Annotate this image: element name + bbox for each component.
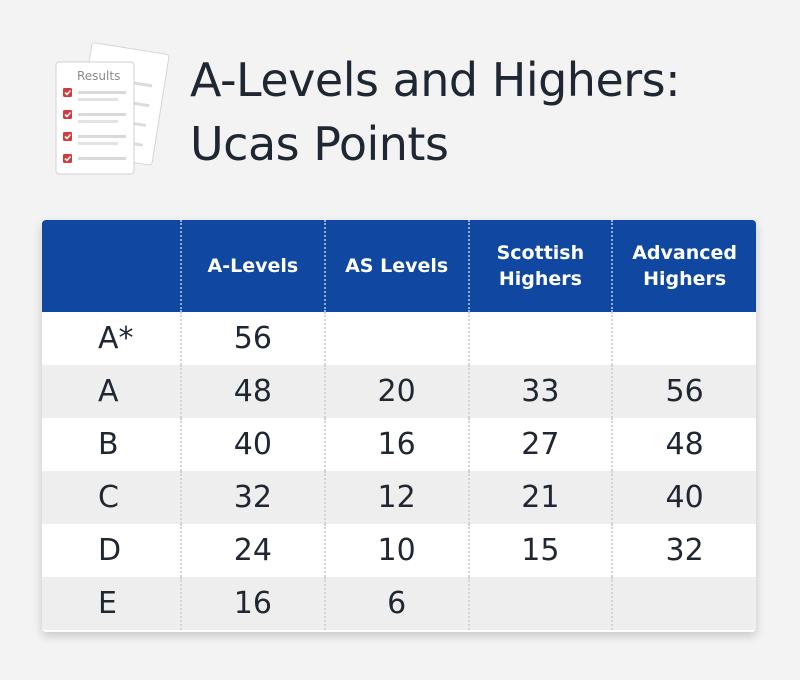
table-row: E 16 6 xyxy=(42,577,756,630)
as-levels-cell: 20 xyxy=(323,365,469,418)
points-table: A-Levels AS Levels Scottish Highers Adva… xyxy=(42,220,756,630)
table-row: A* 56 xyxy=(42,312,756,365)
a-levels-cell: 40 xyxy=(180,418,325,471)
advanced-highers-cell xyxy=(611,312,756,365)
page-header: Results A-Levels and Highers: Ucas Point… xyxy=(52,40,772,190)
table-row: A 48 20 33 56 xyxy=(42,365,756,418)
grade-cell: B xyxy=(98,427,119,462)
column-header-label: AS Levels xyxy=(345,255,449,277)
check-marks xyxy=(63,88,72,163)
grade-cell: E xyxy=(98,586,117,621)
as-levels-cell: 6 xyxy=(323,577,469,630)
column-header-label: Scottish xyxy=(496,242,585,264)
column-header-label: Highers xyxy=(643,268,727,290)
as-levels-cell: 10 xyxy=(323,524,469,577)
results-document-icon: Results xyxy=(55,42,170,175)
advanced-highers-cell: 40 xyxy=(611,471,756,524)
title-line-1: A-Levels and Highers: xyxy=(190,53,681,107)
column-header-label: Highers xyxy=(498,268,582,290)
page-title: A-Levels and Highers: Ucas Points xyxy=(190,48,681,176)
icon-results-label: Results xyxy=(77,69,120,83)
table-header: A-Levels AS Levels Scottish Highers Adva… xyxy=(42,220,756,312)
scottish-highers-cell: 27 xyxy=(467,418,613,471)
advanced-highers-cell: 48 xyxy=(611,418,756,471)
column-header-label: A-Levels xyxy=(207,255,299,277)
ucas-points-table: A-Levels AS Levels Scottish Highers Adva… xyxy=(42,220,756,632)
table-row: C 32 12 21 40 xyxy=(42,471,756,524)
a-levels-cell: 16 xyxy=(180,577,325,630)
column-header-scottish-highers: Scottish Highers xyxy=(467,220,613,312)
a-levels-cell: 48 xyxy=(180,365,325,418)
scottish-highers-cell: 33 xyxy=(467,365,613,418)
header-row: A-Levels AS Levels Scottish Highers Adva… xyxy=(42,220,756,312)
column-header-advanced-highers: Advanced Highers xyxy=(611,220,756,312)
a-levels-cell: 32 xyxy=(180,471,325,524)
title-line-2: Ucas Points xyxy=(190,117,449,171)
as-levels-cell: 16 xyxy=(323,418,469,471)
column-header-as-levels: AS Levels xyxy=(323,220,469,312)
advanced-highers-cell: 56 xyxy=(611,365,756,418)
scottish-highers-cell: 15 xyxy=(467,524,613,577)
as-levels-cell xyxy=(323,312,469,365)
table-body: A* 56 A 48 20 33 56 B 40 16 27 48 C xyxy=(42,312,756,630)
column-header-a-levels: A-Levels xyxy=(180,220,325,312)
scottish-highers-cell xyxy=(467,577,613,630)
grade-cell: A xyxy=(98,374,119,409)
grade-cell: C xyxy=(98,480,119,515)
table-row: D 24 10 15 32 xyxy=(42,524,756,577)
a-levels-cell: 56 xyxy=(180,312,325,365)
grade-cell: D xyxy=(98,533,122,568)
advanced-highers-cell: 32 xyxy=(611,524,756,577)
advanced-highers-cell xyxy=(611,577,756,630)
grade-cell: A* xyxy=(98,321,134,356)
column-header-label: Advanced xyxy=(632,242,738,264)
table-row: B 40 16 27 48 xyxy=(42,418,756,471)
as-levels-cell: 12 xyxy=(323,471,469,524)
scottish-highers-cell xyxy=(467,312,613,365)
text-lines xyxy=(78,91,126,160)
scottish-highers-cell: 21 xyxy=(467,471,613,524)
column-header-grade xyxy=(42,220,181,312)
a-levels-cell: 24 xyxy=(180,524,325,577)
